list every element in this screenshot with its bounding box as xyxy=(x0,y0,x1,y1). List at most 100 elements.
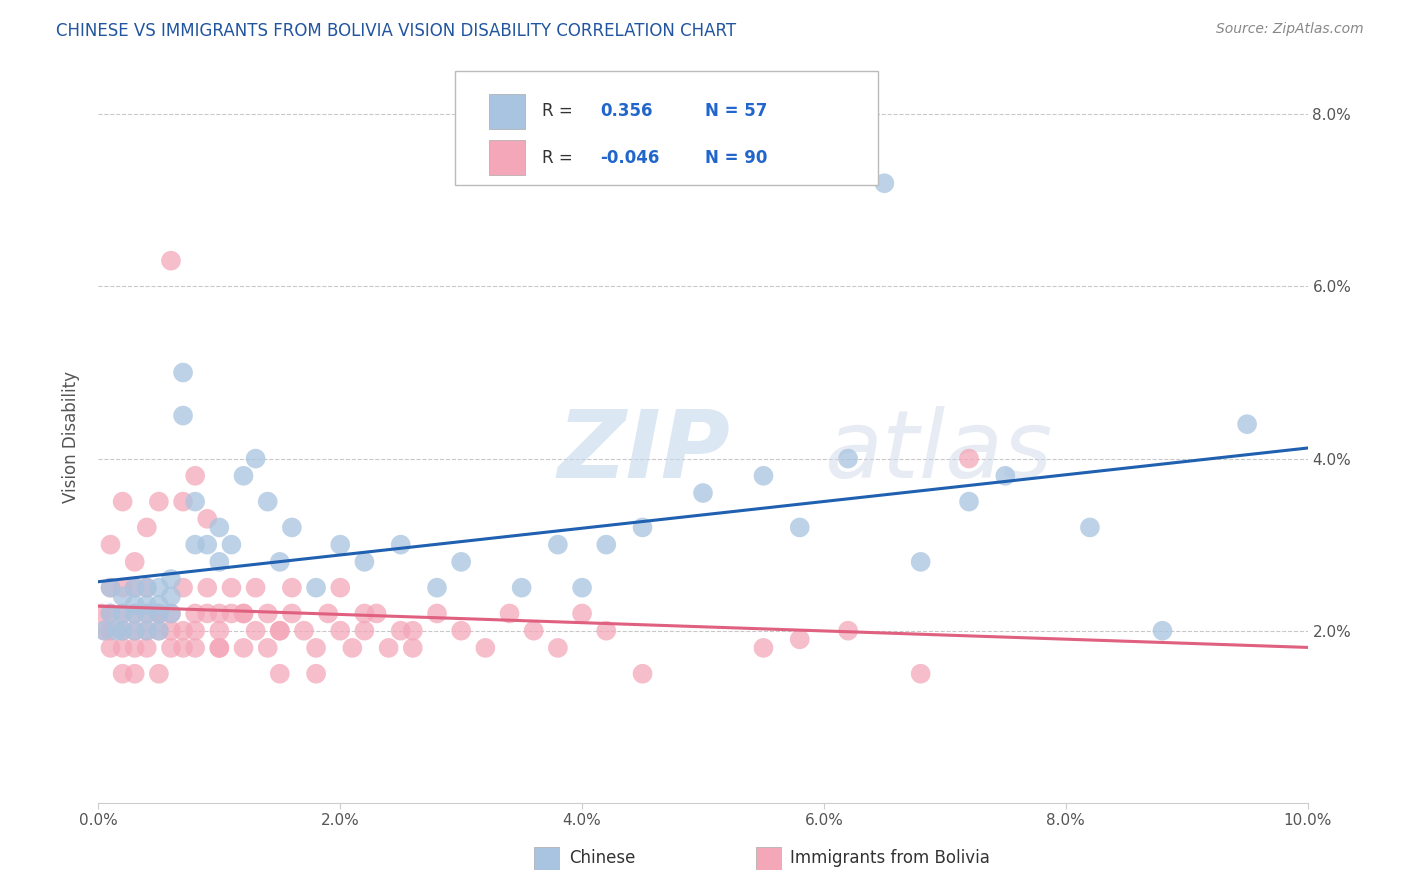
Point xyxy=(172,494,194,508)
Point xyxy=(111,666,134,681)
Point xyxy=(100,607,122,621)
Point xyxy=(172,366,194,380)
Point xyxy=(305,640,328,655)
Point xyxy=(1078,520,1101,534)
Point xyxy=(316,607,339,621)
Text: Chinese: Chinese xyxy=(569,849,636,867)
Text: atlas: atlas xyxy=(824,406,1052,497)
Point xyxy=(172,581,194,595)
Point xyxy=(752,468,775,483)
Point xyxy=(148,494,170,508)
Point xyxy=(353,607,375,621)
Point xyxy=(353,555,375,569)
Point xyxy=(342,640,364,655)
Point xyxy=(631,666,654,681)
Point xyxy=(752,640,775,655)
Text: ZIP: ZIP xyxy=(558,406,731,498)
Point xyxy=(292,624,315,638)
Point xyxy=(789,632,811,647)
Point xyxy=(366,607,388,621)
Point xyxy=(124,640,146,655)
Point xyxy=(148,624,170,638)
Text: 0.356: 0.356 xyxy=(600,103,652,120)
Point xyxy=(148,581,170,595)
Point xyxy=(148,607,170,621)
Point xyxy=(195,607,218,621)
Point xyxy=(232,640,254,655)
Point xyxy=(135,607,157,621)
Point xyxy=(523,624,546,638)
Point xyxy=(124,624,146,638)
Point xyxy=(184,538,207,552)
Point xyxy=(172,624,194,638)
Point xyxy=(111,494,134,508)
Point xyxy=(124,607,146,621)
Point xyxy=(474,640,496,655)
Point xyxy=(100,581,122,595)
Point xyxy=(124,666,146,681)
Point xyxy=(269,555,291,569)
Point xyxy=(873,176,896,190)
Point xyxy=(269,624,291,638)
Point xyxy=(910,555,932,569)
Point xyxy=(1236,417,1258,432)
Point xyxy=(510,581,533,595)
Point xyxy=(100,581,122,595)
Point xyxy=(160,589,183,603)
Point xyxy=(124,607,146,621)
Point xyxy=(221,607,243,621)
Point xyxy=(377,640,399,655)
Y-axis label: Vision Disability: Vision Disability xyxy=(62,371,80,503)
Point xyxy=(450,624,472,638)
Point xyxy=(111,624,134,638)
Point xyxy=(256,494,278,508)
Text: CHINESE VS IMMIGRANTS FROM BOLIVIA VISION DISABILITY CORRELATION CHART: CHINESE VS IMMIGRANTS FROM BOLIVIA VISIO… xyxy=(56,22,737,40)
Text: R =: R = xyxy=(543,103,572,120)
Point xyxy=(994,468,1017,483)
Point xyxy=(111,607,134,621)
Text: Immigrants from Bolivia: Immigrants from Bolivia xyxy=(790,849,990,867)
Point xyxy=(124,555,146,569)
Point xyxy=(837,451,859,466)
Point xyxy=(111,640,134,655)
Point xyxy=(208,640,231,655)
Point xyxy=(124,624,146,638)
Point xyxy=(124,581,146,595)
Point xyxy=(329,538,352,552)
Point xyxy=(426,607,449,621)
Text: N = 57: N = 57 xyxy=(706,103,768,120)
Point xyxy=(160,253,183,268)
Point xyxy=(148,607,170,621)
Point xyxy=(256,607,278,621)
Point xyxy=(111,607,134,621)
Point xyxy=(269,666,291,681)
Point xyxy=(124,598,146,612)
Point xyxy=(135,640,157,655)
Point xyxy=(789,520,811,534)
Point xyxy=(450,555,472,569)
Point xyxy=(957,494,980,508)
Point xyxy=(389,624,412,638)
Text: R =: R = xyxy=(543,149,572,167)
Point xyxy=(329,624,352,638)
Text: -0.046: -0.046 xyxy=(600,149,659,167)
Point xyxy=(389,538,412,552)
Point xyxy=(245,451,267,466)
Point xyxy=(595,624,617,638)
Bar xyxy=(489,140,526,175)
Point xyxy=(957,451,980,466)
Point xyxy=(402,640,425,655)
Point xyxy=(208,640,231,655)
Point xyxy=(631,520,654,534)
Point xyxy=(595,538,617,552)
Point xyxy=(232,607,254,621)
Point xyxy=(184,468,207,483)
Point xyxy=(426,581,449,595)
Point xyxy=(124,581,146,595)
Point xyxy=(329,581,352,595)
Point xyxy=(148,598,170,612)
Point xyxy=(269,624,291,638)
Point xyxy=(208,555,231,569)
Point xyxy=(160,624,183,638)
Point xyxy=(135,624,157,638)
